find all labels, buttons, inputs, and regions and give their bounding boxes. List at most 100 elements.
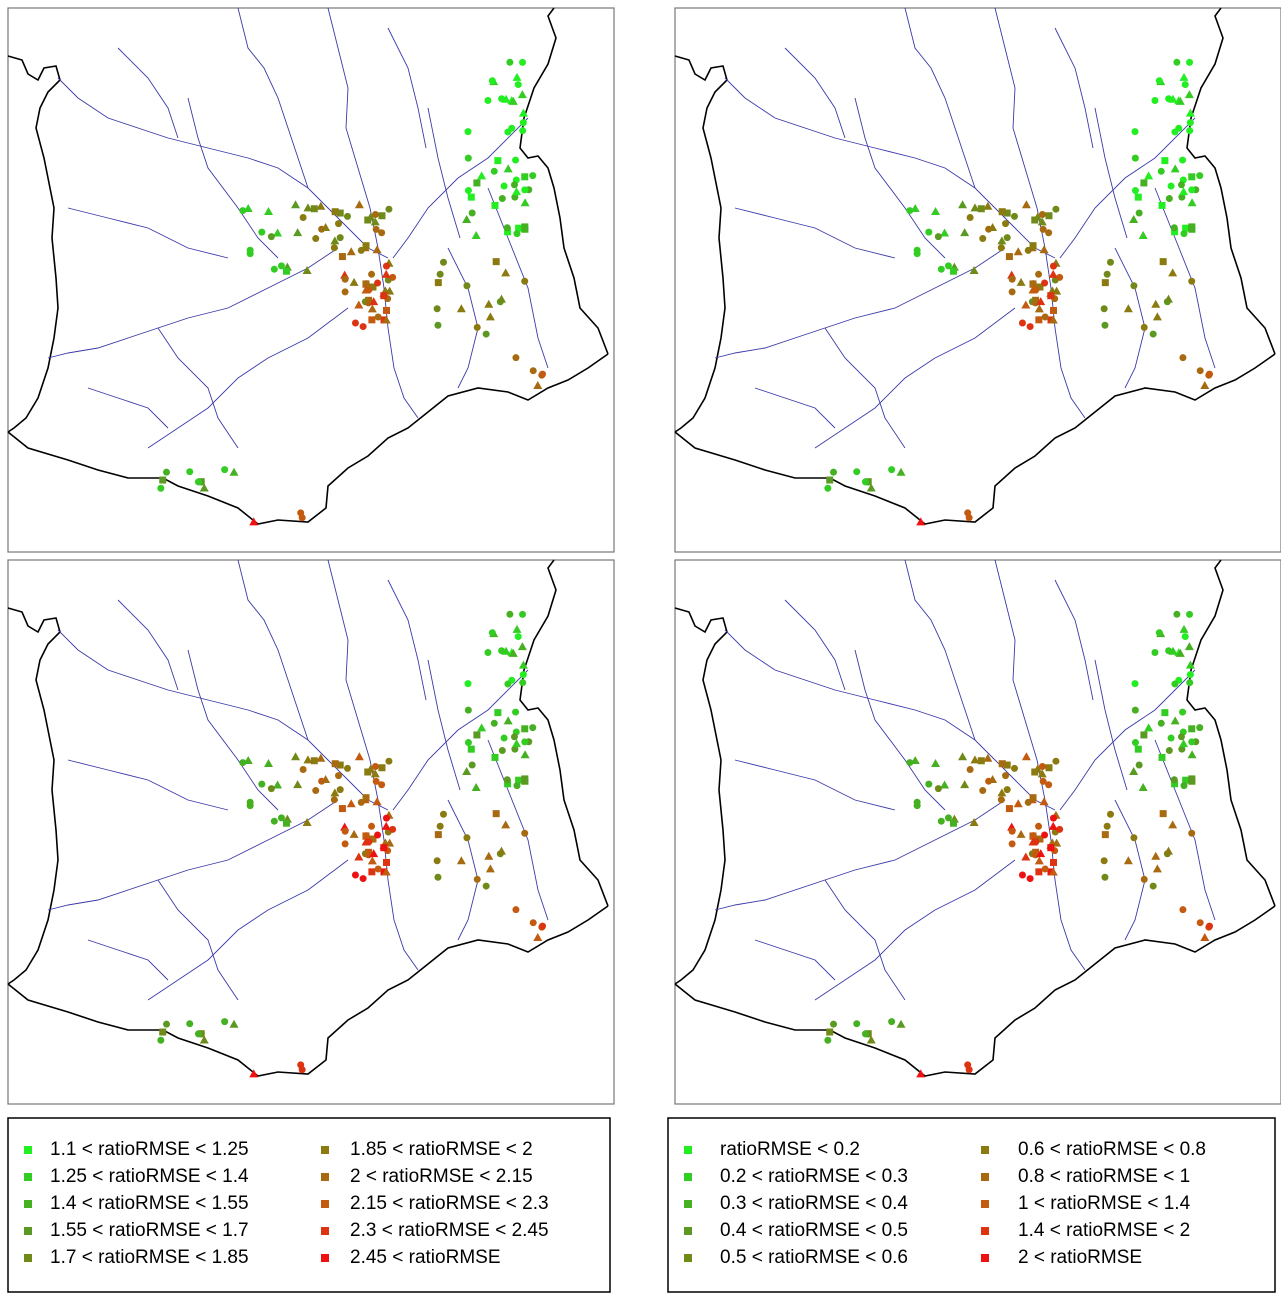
station-triangle [1144,723,1154,732]
station-dot [1186,679,1194,687]
station-triangle [1168,820,1178,829]
station-dot [1103,270,1111,278]
station-square [434,279,442,287]
station-dot [1008,840,1016,848]
station-triangle [484,851,494,860]
station-dot [385,757,393,765]
station-dot [365,286,373,294]
station-dot [1100,305,1108,313]
station-square [492,810,500,818]
station-triangle [896,467,906,476]
station-dot [514,633,522,641]
station-triangle [1013,799,1023,808]
legend-swatch [321,1200,329,1208]
station-dot [382,262,390,270]
station-dot [1041,831,1049,839]
station-square [1140,179,1148,187]
station-dot [506,610,514,618]
station-dot [944,814,952,822]
station-dot [512,708,520,716]
station-dot [1171,680,1179,688]
station-dot [519,679,527,687]
station-dot [934,785,942,793]
station-triangle [293,780,303,789]
station-dot [1008,827,1016,835]
station-square [1035,316,1043,324]
station-dot [368,270,376,278]
legend-label: 2.3 < ratioRMSE < 2.45 [350,1220,549,1241]
station-triangle [302,817,312,826]
station-triangle [485,312,495,321]
station-dot [1131,706,1139,714]
station-square [521,775,529,783]
station-triangle [1168,646,1178,655]
station-square [336,761,344,769]
station-triangle [910,755,920,764]
station-dot [1135,761,1143,769]
station-dot [1140,875,1148,883]
legend-label: 2 < ratioRMSE < 2.15 [350,1166,533,1187]
station-triangle [273,780,283,789]
station-dot [490,719,498,727]
station-dot [1049,262,1057,270]
station-dot [529,172,537,180]
station-triangle [1021,300,1031,309]
station-dot [1179,354,1187,362]
station-dot [359,875,367,883]
station-dot [512,156,520,164]
legend-label: 2 < ratioRMSE [1018,1247,1142,1268]
station-dot [1157,167,1165,175]
station-dot [997,244,1005,252]
station-triangle [456,856,466,865]
station-triangle [988,223,998,232]
station-dot [1049,814,1057,822]
station-dot [343,212,351,220]
station-triangle [199,483,209,492]
station-triangle [1175,648,1185,657]
station-square [434,831,442,839]
station-dot [510,181,518,189]
station-square [1171,780,1179,788]
station-dot [157,1036,165,1044]
station-dot [1045,781,1053,789]
station-square [826,1028,834,1036]
station-square [1047,292,1055,300]
station-triangle [1016,829,1026,838]
station-triangle [1129,767,1139,776]
station-triangle [508,96,518,105]
station-triangle [1185,108,1195,117]
station-triangle [484,299,494,308]
station-dot [529,724,537,732]
station-triangle [512,187,522,196]
station-square [1158,753,1166,761]
station-dot [514,81,522,89]
station-dot [1196,919,1204,927]
station-triangle [372,797,382,806]
station-dot [1179,156,1187,164]
legend-label: ratioRMSE < 0.2 [720,1139,860,1160]
station-square [368,868,376,876]
legend-label: 0.4 < ratioRMSE < 0.5 [720,1220,908,1241]
station-square [1029,242,1037,250]
station-dot [498,195,506,203]
station-square [383,858,391,866]
station-dot [1035,270,1043,278]
station-dot [258,228,266,236]
station-triangle [958,752,968,761]
station-dot [1170,776,1178,784]
station-dot [439,258,447,266]
station-dot [1018,871,1026,879]
station-dot [498,747,506,755]
station-triangle [503,164,513,173]
station-dot [1186,671,1194,679]
station-dot [913,246,921,254]
station-triangle [273,228,283,237]
legend-swatch [981,1254,989,1262]
station-dot [267,785,275,793]
station-square [1031,216,1039,224]
station-triangle [1200,933,1210,942]
station-dot [529,367,537,375]
station-dot [1130,834,1138,842]
station-dot [1056,825,1064,833]
station-dot [1173,58,1181,66]
